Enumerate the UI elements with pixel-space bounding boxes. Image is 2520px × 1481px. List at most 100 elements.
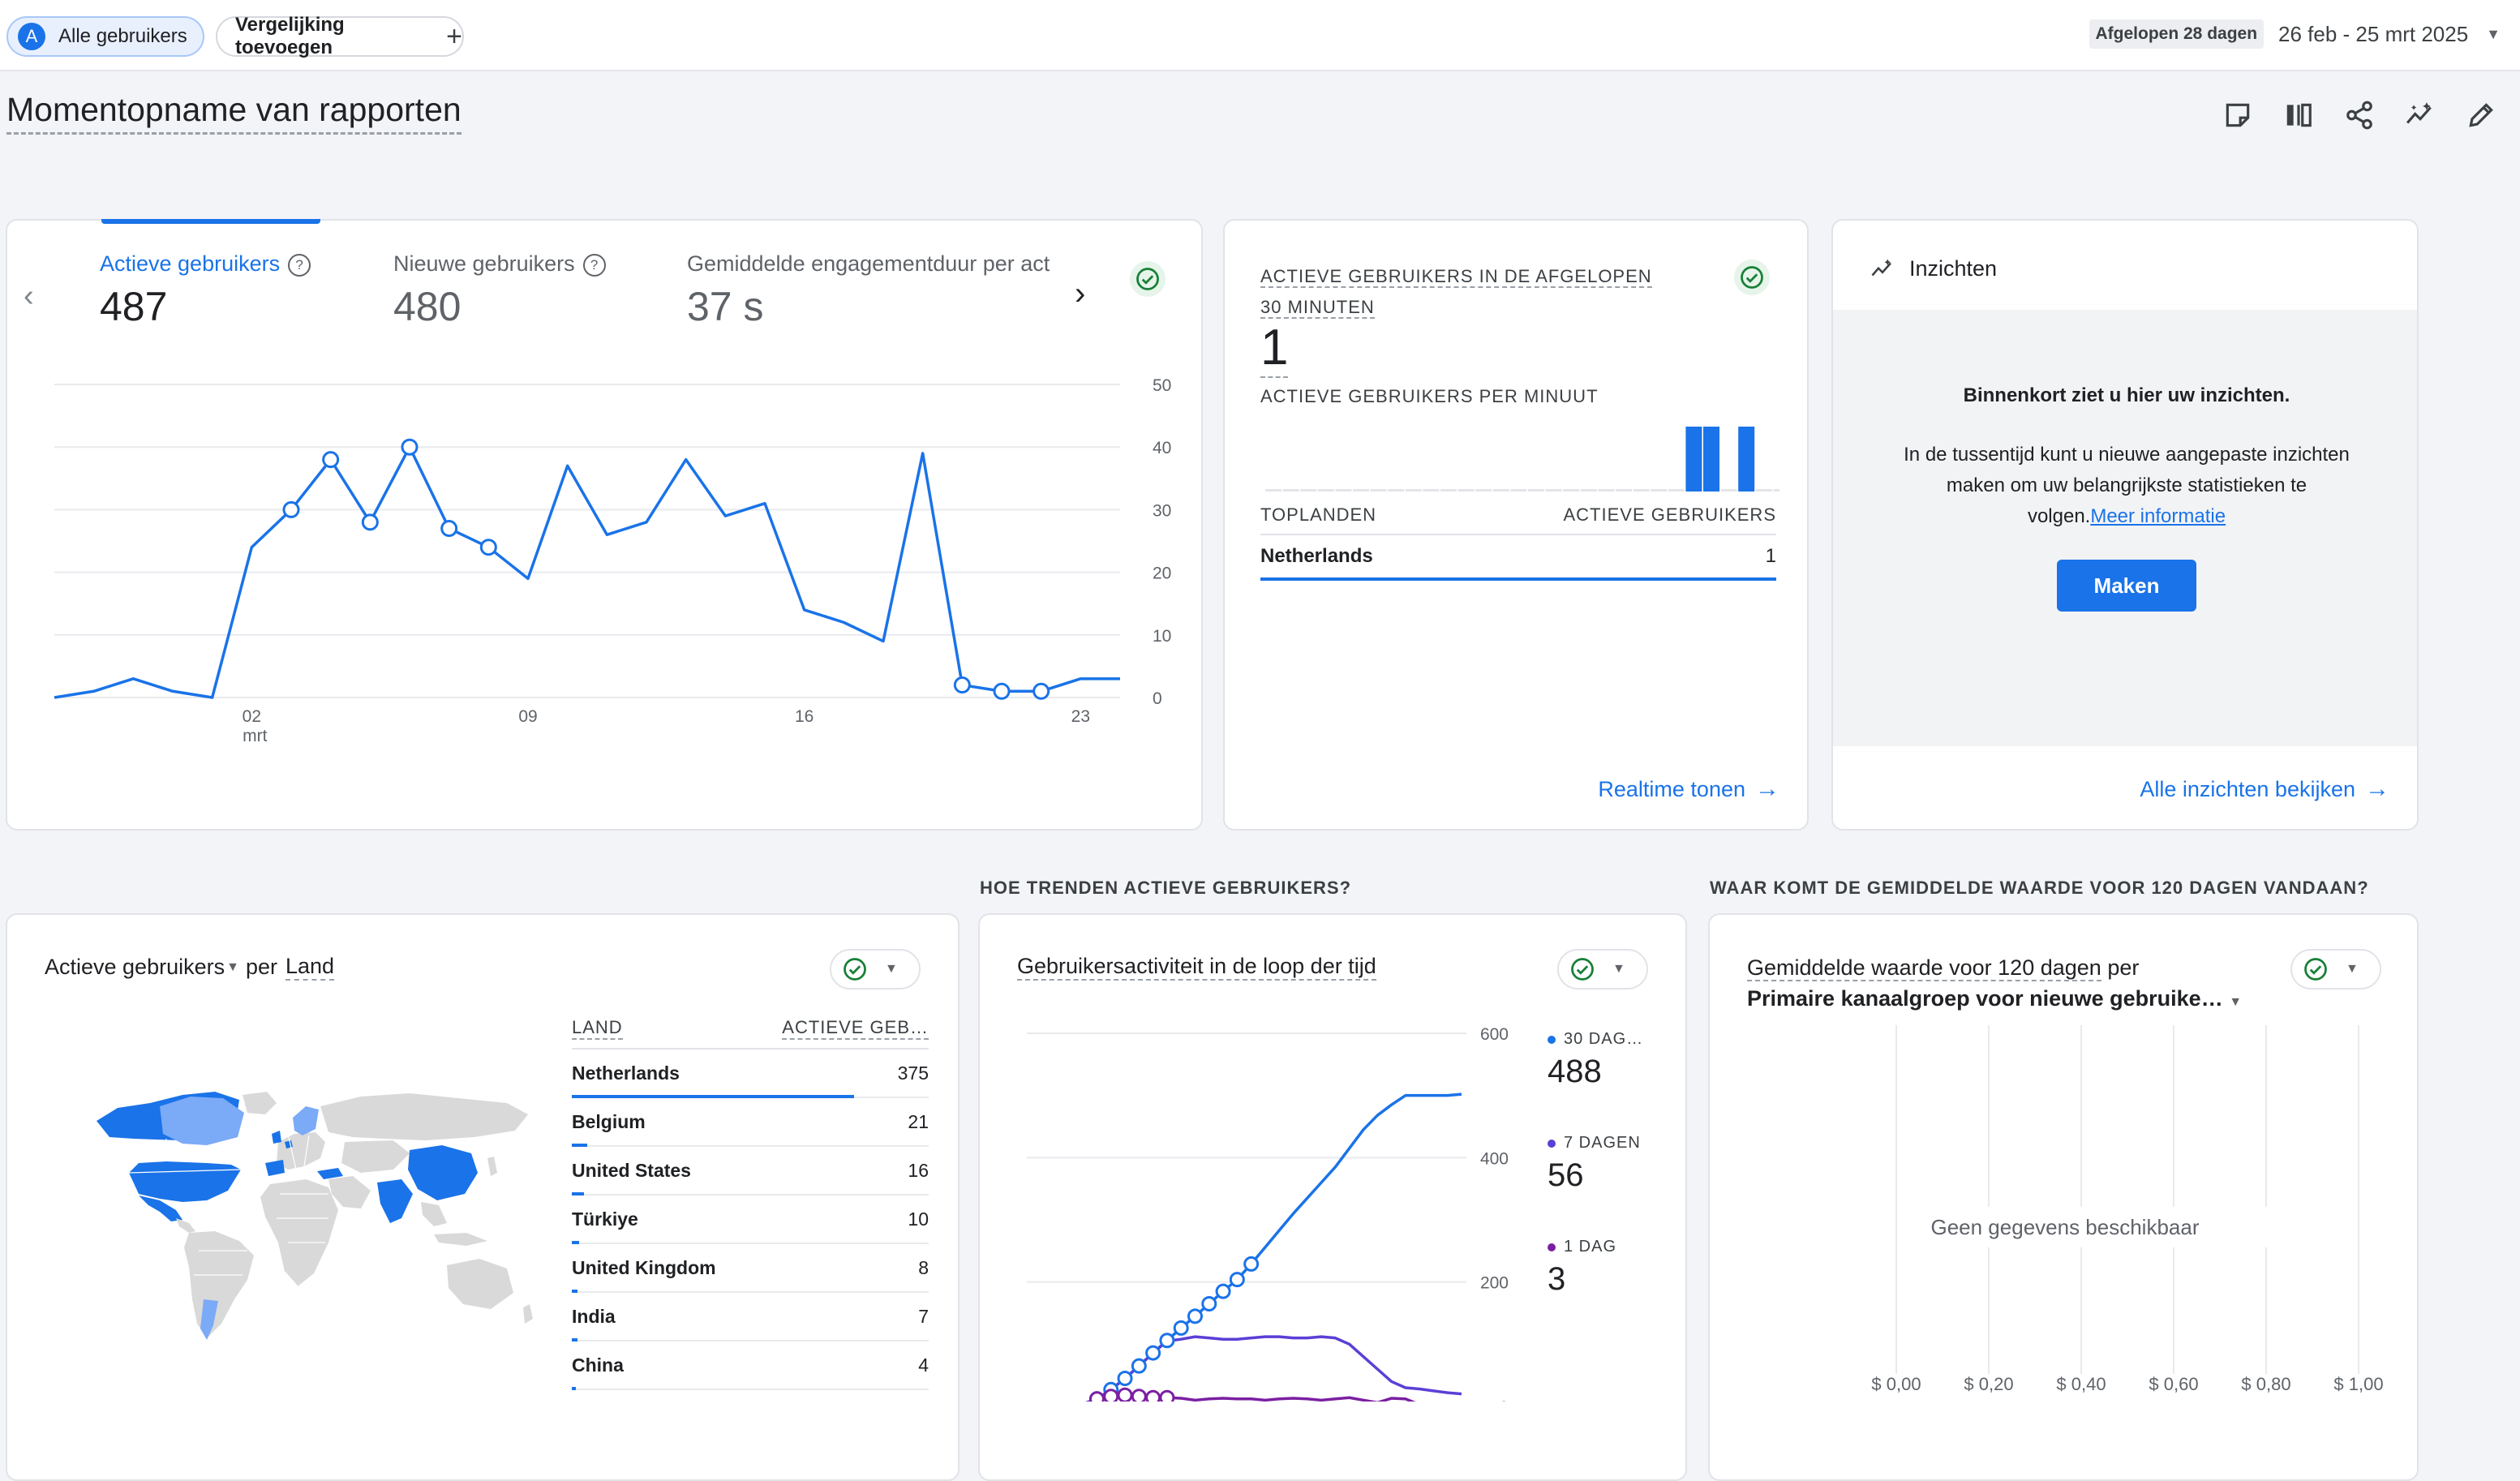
legend-value: 56 — [1548, 1157, 1584, 1193]
edit-icon[interactable] — [2462, 96, 2501, 135]
column-header: LAND — [572, 1017, 623, 1040]
user-activity-card: Gebruikersactiviteit in de loop der tijd… — [978, 913, 1687, 1481]
data-point — [1229, 1272, 1245, 1288]
data-point — [1145, 1345, 1161, 1361]
minute-bar — [1651, 489, 1668, 492]
metric-engagement-duration[interactable]: Gemiddelde engagementduur per act 37 s — [687, 251, 1060, 330]
minute-bar — [1300, 489, 1317, 492]
user-activity-title: Gebruikersactiviteit in de loop der tijd — [1017, 954, 1376, 981]
metric-selector[interactable]: Actieve gebruikers — [45, 955, 225, 979]
minute-bar — [1738, 427, 1755, 492]
y-tick-label: 600 — [1480, 1025, 1509, 1044]
map-region-southeast-asia — [421, 1202, 447, 1226]
date-range-picker[interactable]: Afgelopen 28 dagen 26 feb - 25 mrt 2025 … — [2089, 19, 2501, 49]
caret-down-icon[interactable]: ▼ — [2229, 995, 2243, 1009]
status-check-icon — [1571, 958, 1594, 981]
table-row[interactable]: China 4 — [572, 1341, 929, 1390]
minute-bar — [1580, 489, 1597, 492]
row-share-bar — [572, 1095, 854, 1098]
create-insight-button[interactable]: Maken — [2057, 560, 2196, 612]
table-row[interactable]: Türkiye 10 — [572, 1196, 929, 1244]
status-dropdown[interactable]: ▼ — [830, 949, 921, 989]
map-region-united-states — [129, 1161, 241, 1202]
data-point — [1215, 1283, 1231, 1299]
x-tick-label: 02 — [243, 707, 261, 726]
insights-icon[interactable] — [2401, 96, 2440, 135]
table-row[interactable]: Netherlands 1 — [1260, 535, 1776, 581]
minute-bar — [1703, 427, 1719, 492]
minute-bar — [1317, 489, 1334, 492]
y-tick-label: 30 — [1153, 501, 1171, 520]
row-country: United States — [572, 1159, 691, 1181]
view-all-insights-label: Alle inzichten bekijken — [2140, 776, 2355, 801]
data-point — [1088, 1391, 1105, 1402]
row-value: 10 — [908, 1208, 929, 1230]
active-tab-indicator — [101, 219, 320, 224]
y-tick-label: 400 — [1480, 1149, 1509, 1168]
chevron-right-icon[interactable]: › — [1075, 276, 1086, 311]
help-icon[interactable]: ? — [582, 254, 606, 277]
view-realtime-label: Realtime tonen — [1598, 776, 1745, 801]
row-share-bar — [572, 1387, 576, 1390]
legend-dot — [1548, 1243, 1556, 1251]
minute-bar — [1370, 489, 1387, 492]
minute-bar — [1423, 489, 1440, 492]
map-region-greenland — [243, 1092, 277, 1114]
map-region-uk — [272, 1131, 281, 1144]
table-row[interactable]: Belgium 21 — [572, 1098, 929, 1147]
value-dimension-selector[interactable]: Primaire kanaalgroep voor nieuwe gebruik… — [1747, 986, 2223, 1011]
minute-bar — [1475, 489, 1492, 492]
caret-down-icon: ▼ — [2486, 25, 2501, 42]
segment-chip[interactable]: A Alle gebruikers — [6, 16, 204, 57]
table-row[interactable]: United Kingdom 8 — [572, 1244, 929, 1293]
minute-bar — [1335, 489, 1352, 492]
status-dropdown[interactable]: ▼ — [1557, 949, 1648, 989]
map-region-middle-east — [328, 1176, 371, 1208]
add-comparison-button[interactable]: Vergelijking toevoegen + — [216, 14, 464, 58]
data-point — [1173, 1320, 1189, 1336]
legend-label: 7 DAGEN — [1564, 1134, 1641, 1152]
caret-down-icon[interactable]: ▼ — [226, 959, 239, 974]
lifetime-value-title: Gemiddelde waarde voor 120 dagen per Pri… — [1747, 952, 2242, 1018]
segment-avatar: A — [18, 23, 45, 50]
row-country: Netherlands — [1260, 545, 1373, 567]
note-icon[interactable] — [2218, 96, 2257, 135]
y-tick-label: 50 — [1153, 376, 1171, 395]
data-point — [1032, 682, 1050, 700]
minute-bar — [1510, 489, 1527, 492]
map-region-canada-east — [160, 1097, 244, 1145]
minute-bar — [1616, 489, 1632, 492]
row-share-bar — [572, 1192, 584, 1196]
metric-new-users[interactable]: Nieuwe gebruikers? 480 — [393, 251, 606, 330]
row-country: India — [572, 1305, 616, 1327]
row-share-bar — [572, 1241, 580, 1244]
world-map[interactable] — [85, 1088, 539, 1356]
map-region-japan — [487, 1157, 497, 1176]
metric-active-users[interactable]: Actieve gebruikers? 487 — [100, 251, 311, 330]
status-dropdown[interactable]: ▼ — [2290, 949, 2381, 989]
x-tick-label: $ 0,60 — [2149, 1374, 2198, 1394]
metric-value: 480 — [393, 284, 461, 329]
more-info-link[interactable]: Meer informatie — [2090, 505, 2226, 527]
help-icon[interactable]: ? — [288, 254, 311, 277]
table-row[interactable]: United States 16 — [572, 1147, 929, 1196]
chevron-left-icon[interactable]: ‹ — [24, 279, 34, 313]
table-row[interactable]: India 7 — [572, 1293, 929, 1341]
view-realtime-link[interactable]: Realtime tonen → — [1598, 775, 1779, 803]
overview-card: ‹ Actieve gebruikers? 487 Nieuwe gebruik… — [6, 219, 1203, 831]
table-row[interactable]: Netherlands 375 — [572, 1050, 929, 1098]
row-share-bar — [572, 1144, 588, 1147]
user-activity-line-chart: 020040060002mrt091623 — [1027, 1025, 1509, 1402]
dimension-label[interactable]: Land — [285, 954, 335, 981]
share-icon[interactable] — [2340, 96, 2379, 135]
row-value: 8 — [918, 1256, 929, 1278]
view-all-insights-link[interactable]: Alle inzichten bekijken → — [2140, 775, 2389, 803]
compare-icon[interactable] — [2279, 96, 2318, 135]
data-point — [1201, 1296, 1217, 1311]
legend-dot — [1548, 1035, 1556, 1044]
y-tick-label: 10 — [1153, 627, 1171, 646]
data-point — [1187, 1308, 1203, 1324]
x-tick-label: $ 1,00 — [2333, 1374, 2383, 1394]
row-value: 1 — [1765, 545, 1776, 567]
status-check-icon — [1130, 261, 1166, 297]
